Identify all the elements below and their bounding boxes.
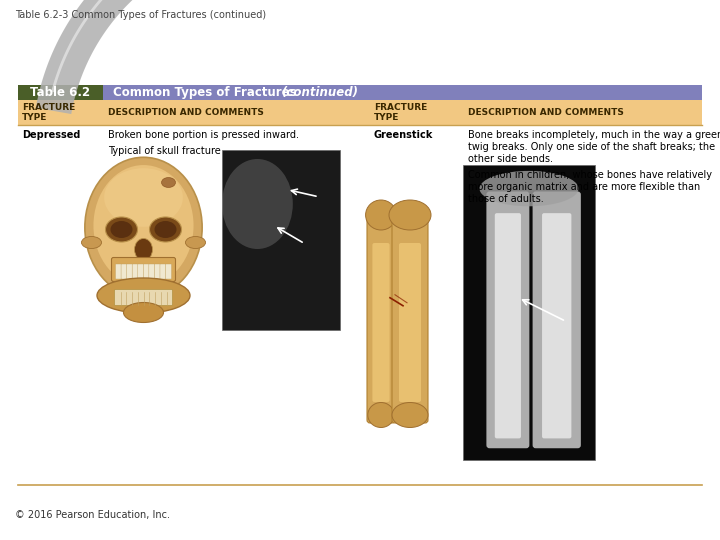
Text: FRACTURE
TYPE: FRACTURE TYPE — [374, 103, 427, 122]
Text: Common Types of Fractures: Common Types of Fractures — [113, 86, 301, 99]
FancyBboxPatch shape — [463, 165, 595, 460]
Ellipse shape — [368, 402, 395, 428]
Text: Greenstick: Greenstick — [374, 130, 433, 140]
FancyBboxPatch shape — [367, 212, 395, 423]
Ellipse shape — [480, 171, 578, 206]
FancyBboxPatch shape — [149, 264, 155, 279]
Ellipse shape — [150, 217, 181, 242]
Ellipse shape — [222, 159, 293, 249]
Ellipse shape — [106, 217, 138, 242]
Text: DESCRIPTION AND COMMENTS: DESCRIPTION AND COMMENTS — [108, 108, 264, 117]
FancyBboxPatch shape — [127, 264, 132, 279]
FancyBboxPatch shape — [18, 85, 103, 100]
FancyBboxPatch shape — [121, 264, 127, 279]
Ellipse shape — [161, 178, 176, 187]
FancyBboxPatch shape — [222, 150, 340, 330]
FancyBboxPatch shape — [392, 212, 428, 423]
Ellipse shape — [392, 402, 428, 428]
Ellipse shape — [186, 237, 205, 248]
Text: Table 6.2: Table 6.2 — [30, 86, 91, 99]
Text: © 2016 Pearson Education, Inc.: © 2016 Pearson Education, Inc. — [15, 510, 170, 520]
FancyBboxPatch shape — [365, 165, 455, 460]
FancyBboxPatch shape — [72, 150, 215, 345]
FancyBboxPatch shape — [18, 85, 702, 100]
Text: Table 6.2-3 Common Types of Fractures (continued): Table 6.2-3 Common Types of Fractures (c… — [15, 10, 266, 20]
Ellipse shape — [110, 221, 132, 238]
Text: Common in children, whose bones have relatively: Common in children, whose bones have rel… — [468, 170, 712, 180]
FancyBboxPatch shape — [138, 264, 144, 279]
FancyBboxPatch shape — [114, 289, 173, 306]
FancyBboxPatch shape — [132, 264, 138, 279]
Text: FRACTURE
TYPE: FRACTURE TYPE — [22, 103, 76, 122]
Ellipse shape — [104, 168, 183, 227]
Text: Typical of skull fracture: Typical of skull fracture — [108, 146, 221, 156]
FancyBboxPatch shape — [487, 192, 529, 448]
Text: Bone breaks incompletely, much in the way a green: Bone breaks incompletely, much in the wa… — [468, 130, 720, 140]
FancyBboxPatch shape — [160, 264, 166, 279]
Ellipse shape — [94, 165, 194, 286]
FancyBboxPatch shape — [533, 192, 581, 448]
FancyBboxPatch shape — [399, 243, 421, 402]
Text: twig breaks. Only one side of the shaft breaks; the: twig breaks. Only one side of the shaft … — [468, 142, 715, 152]
FancyBboxPatch shape — [115, 264, 122, 279]
FancyBboxPatch shape — [154, 264, 161, 279]
Ellipse shape — [81, 237, 102, 248]
Text: more organic matrix and are more flexible than: more organic matrix and are more flexibl… — [468, 182, 701, 192]
FancyBboxPatch shape — [143, 264, 149, 279]
FancyBboxPatch shape — [166, 264, 171, 279]
Ellipse shape — [124, 302, 163, 322]
FancyBboxPatch shape — [542, 213, 572, 438]
Ellipse shape — [155, 221, 176, 238]
Ellipse shape — [97, 278, 190, 313]
FancyBboxPatch shape — [495, 213, 521, 438]
Ellipse shape — [389, 200, 431, 230]
Text: other side bends.: other side bends. — [468, 154, 553, 164]
Ellipse shape — [85, 157, 202, 298]
FancyBboxPatch shape — [112, 258, 176, 281]
FancyBboxPatch shape — [18, 100, 702, 125]
Text: Broken bone portion is pressed inward.: Broken bone portion is pressed inward. — [108, 130, 299, 140]
Ellipse shape — [135, 239, 153, 260]
Text: those of adults.: those of adults. — [468, 194, 544, 204]
Text: (continued): (continued) — [281, 86, 358, 99]
Ellipse shape — [366, 200, 397, 230]
Polygon shape — [36, 0, 204, 114]
Text: Depressed: Depressed — [22, 130, 81, 140]
Text: DESCRIPTION AND COMMENTS: DESCRIPTION AND COMMENTS — [468, 108, 624, 117]
FancyBboxPatch shape — [372, 243, 390, 402]
